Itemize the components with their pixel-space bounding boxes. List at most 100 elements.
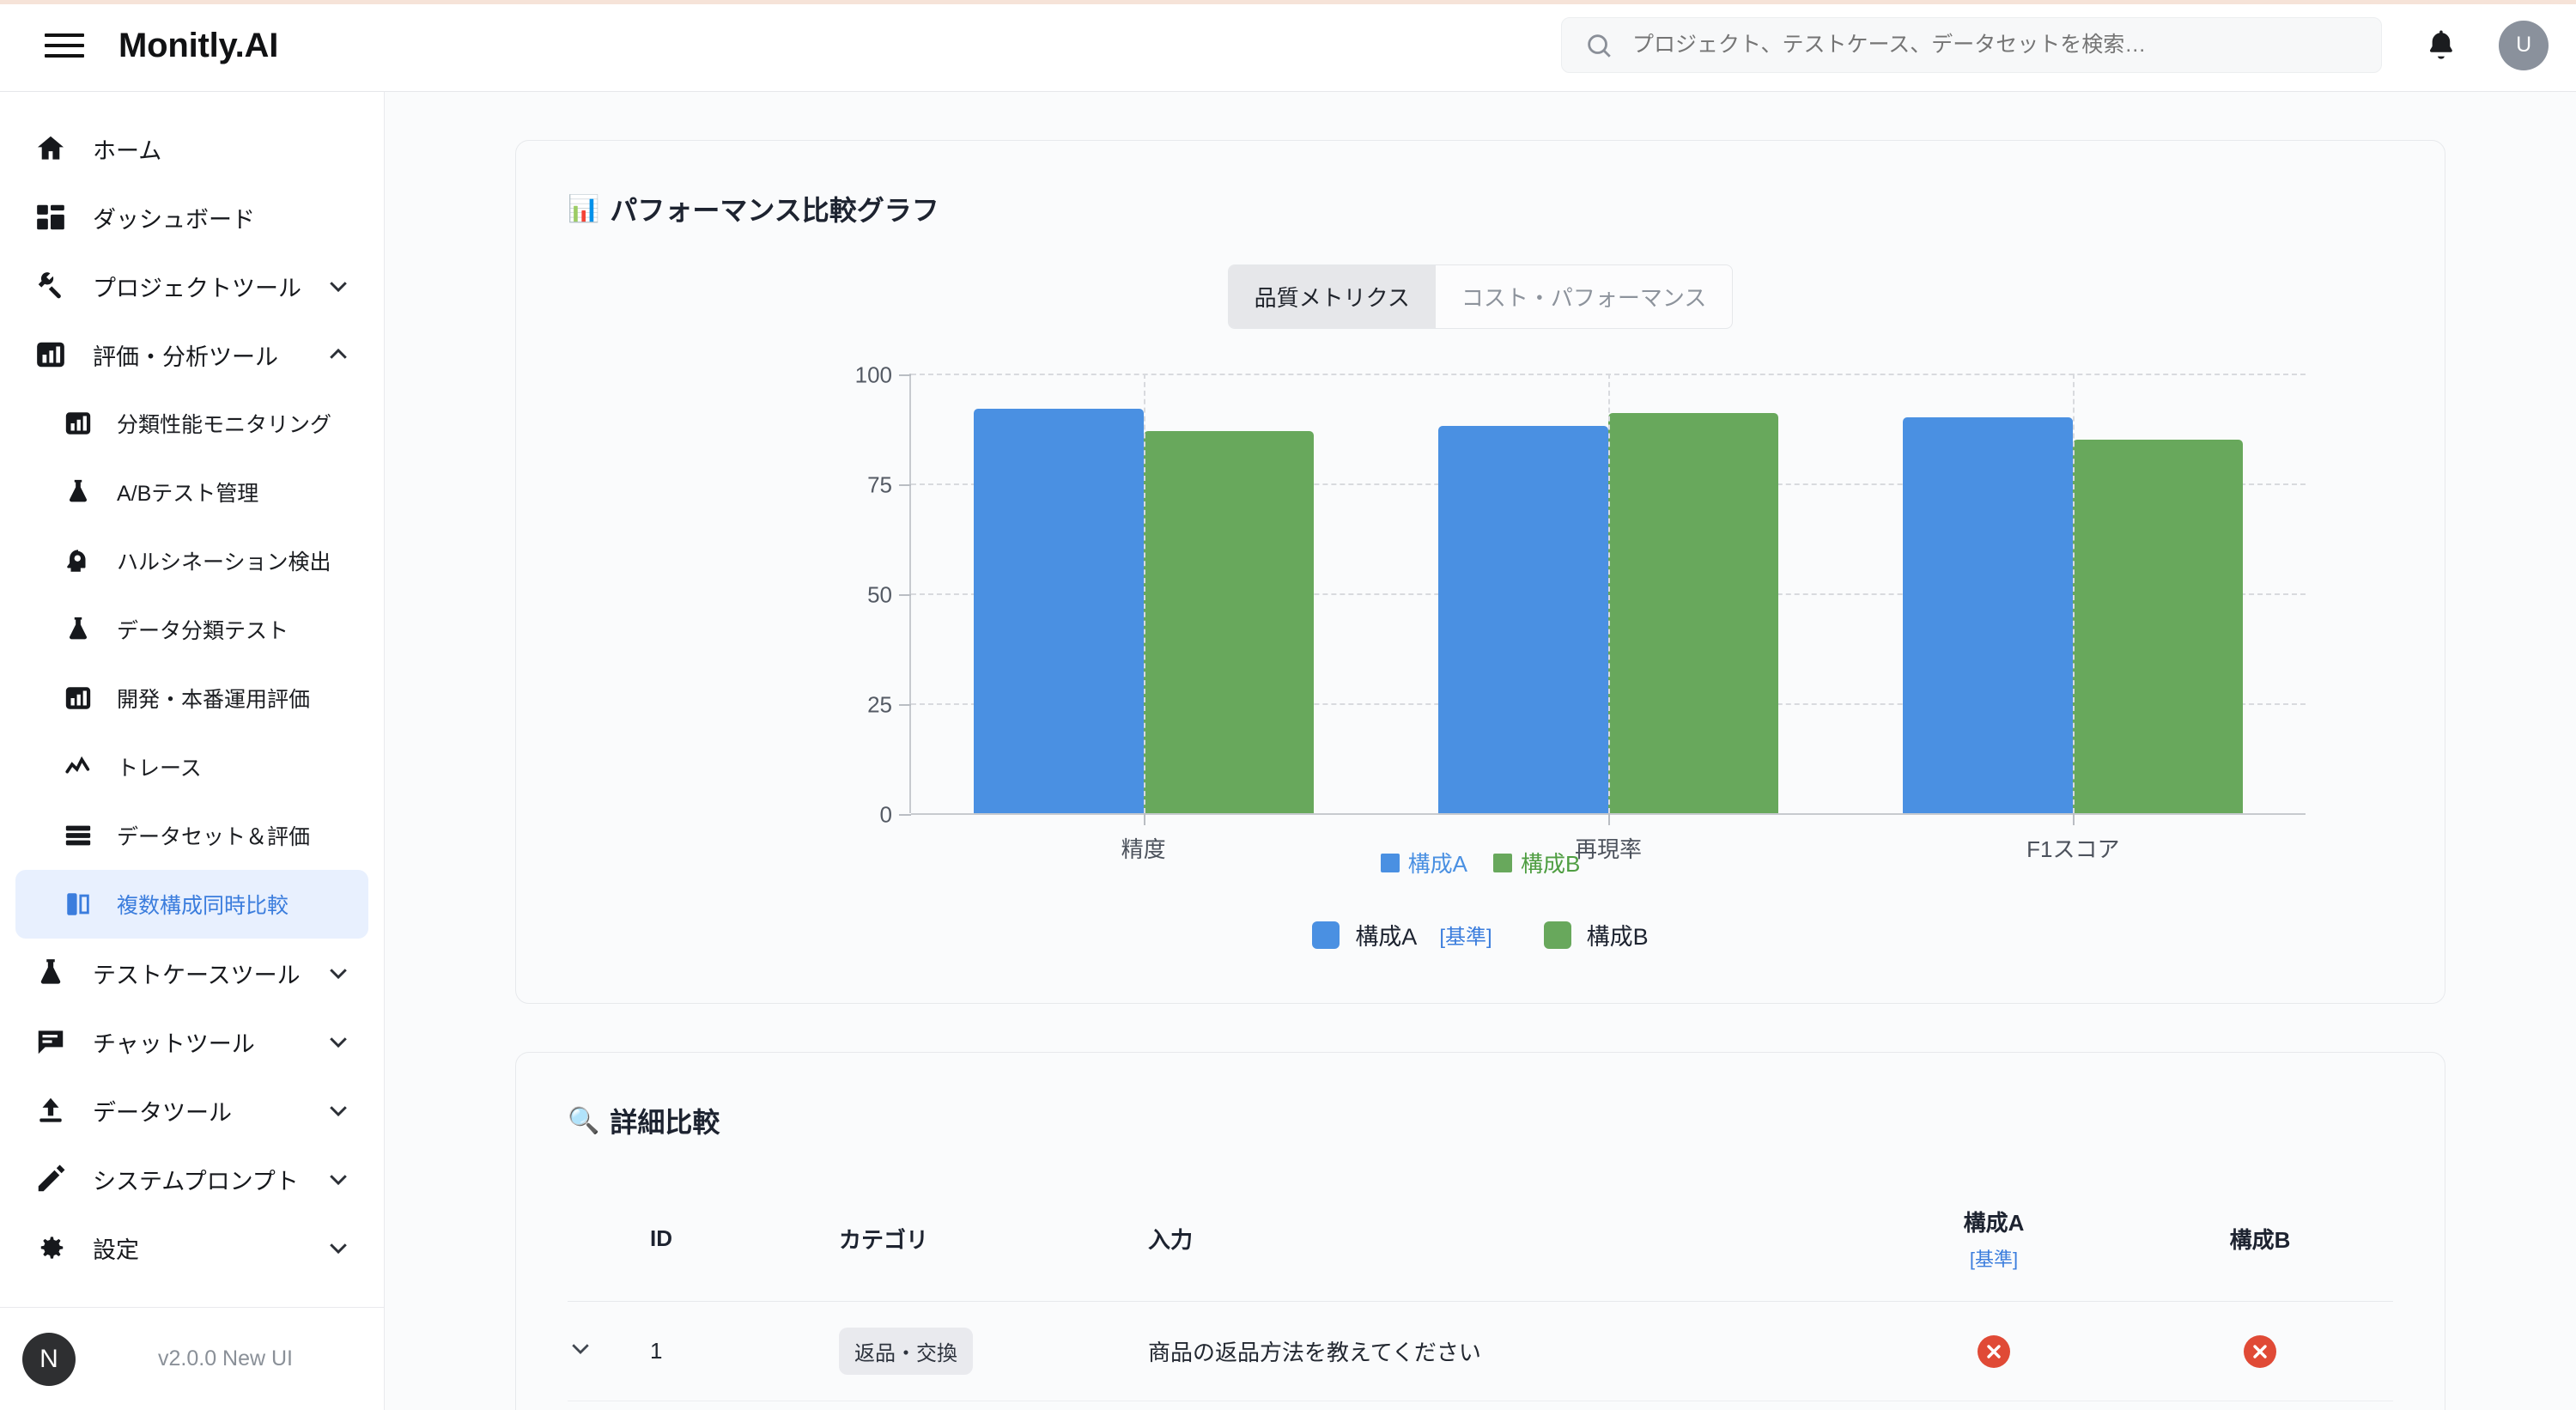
sidebar-subitem-hallucination-detection[interactable]: ハルシネーション検出 [15, 526, 368, 595]
sidebar-item-home[interactable]: ホーム [0, 114, 384, 183]
column-header-config-a-note: [基準] [1969, 1249, 2019, 1270]
column-header-config-b: 構成B [2127, 1176, 2393, 1302]
table-card-title: 🔍 詳細比較 [516, 1053, 2445, 1140]
group-separator [2073, 374, 2075, 813]
chevron-down-icon[interactable] [325, 1029, 351, 1054]
y-tick-label-0: 0 [879, 801, 892, 828]
bell-icon[interactable] [2423, 27, 2459, 64]
x-tick-label: 再現率 [1574, 836, 1642, 862]
sidebar-item-label: 設定 [93, 1237, 139, 1263]
y-tickmark [899, 484, 911, 486]
legend-item-config-b: 構成B [1543, 918, 1649, 951]
legend-swatch-icon [1312, 921, 1340, 949]
bar-config-b[interactable] [1607, 413, 1778, 813]
sidebar-item-data-tools[interactable]: データツール [0, 1076, 384, 1145]
sidebar-item-project-tools[interactable]: プロジェクトツール [0, 252, 384, 320]
sidebar-item-dashboard[interactable]: ダッシュボード [0, 183, 384, 252]
close-icon [2253, 1344, 2267, 1358]
table-card-title-text: 詳細比較 [610, 1107, 720, 1138]
bar-config-a[interactable] [1903, 417, 2074, 813]
x-tickmark [1143, 813, 1145, 825]
pencil-icon [34, 1163, 67, 1195]
legend-swatch-icon [1380, 853, 1400, 872]
sidebar-subitem-label: 開発・本番運用評価 [117, 688, 311, 712]
y-tickmark [899, 594, 911, 596]
comparison-table-wrap: ID カテゴリ 入力 構成A [基準] 構成B [568, 1176, 2393, 1410]
group-separator [1143, 374, 1145, 813]
x-tickmark [1607, 813, 1610, 825]
tab-quality-metrics[interactable]: 品質メトリクス [1228, 265, 1436, 328]
chat-icon [34, 1025, 67, 1058]
chart-plot: 100 75 50 25 [855, 362, 2306, 862]
main-content: 📊 パフォーマンス比較グラフ 品質メトリクス コスト・パフォーマンス 100 [385, 92, 2576, 1410]
column-header-input: 入力 [1148, 1176, 1861, 1302]
sidebar-subitem-label: 複数構成同時比較 [117, 894, 289, 918]
inline-legend-item-b[interactable]: 構成B [1493, 847, 1580, 878]
table-row[interactable]: 2 配送 配送にはどのくらい時間がかかりますか？ [568, 1401, 2393, 1410]
sidebar-subitem-data-classification-test[interactable]: データ分類テスト [15, 595, 368, 664]
top-accent-strip [0, 0, 2576, 4]
inline-legend-item-a[interactable]: 構成A [1380, 847, 1467, 878]
search-input[interactable] [1632, 33, 2360, 58]
row-expand-toggle[interactable] [568, 1301, 650, 1401]
search-box[interactable] [1561, 17, 2383, 73]
bar-groups: 精度 再現率 [911, 374, 2306, 862]
sidebar-item-settings[interactable]: 設定 [0, 1213, 384, 1282]
sidebar-subitem-ab-test[interactable]: A/Bテスト管理 [15, 458, 368, 526]
tab-cost-performance[interactable]: コスト・パフォーマンス [1436, 265, 1732, 328]
inline-legend-label: 構成A [1407, 851, 1467, 877]
performance-chart-card: 📊 パフォーマンス比較グラフ 品質メトリクス コスト・パフォーマンス 100 [515, 140, 2445, 1004]
cell-config-b [2127, 1301, 2393, 1401]
flask-icon [64, 477, 93, 507]
sidebar-subitem-dataset-eval[interactable]: データセット＆評価 [15, 801, 368, 870]
chevron-down-icon[interactable] [325, 1166, 351, 1192]
chevron-down-icon[interactable] [325, 960, 351, 986]
sidebar-subitem-multi-config-compare[interactable]: 複数構成同時比較 [15, 870, 368, 939]
sidebar-item-system-prompt[interactable]: システムプロンプト [0, 1145, 384, 1213]
y-tickmark [899, 704, 911, 706]
cell-id: 1 [650, 1301, 839, 1401]
avatar[interactable]: U [2499, 20, 2549, 70]
y-tick-label-75: 75 [867, 471, 892, 498]
inline-legend-label: 構成B [1521, 851, 1581, 877]
legend-swatch-icon [1543, 921, 1571, 949]
cell-id: 2 [650, 1401, 839, 1410]
bar-chart-icon [64, 684, 93, 713]
flask-icon [64, 615, 93, 644]
sidebar-item-testcase-tools[interactable]: テストケースツール [0, 939, 384, 1007]
chevron-down-icon[interactable] [325, 1097, 351, 1123]
bar-config-a[interactable] [973, 408, 1144, 813]
chevron-down-icon [572, 1344, 589, 1354]
hamburger-icon[interactable] [45, 30, 84, 61]
column-header-config-a-text: 構成A [1963, 1210, 2025, 1236]
bar-config-b[interactable] [2073, 439, 2244, 813]
list-icon [64, 821, 93, 850]
cell-config-a [1861, 1401, 2127, 1410]
chevron-down-icon[interactable] [325, 273, 351, 299]
bar-config-a[interactable] [1437, 426, 1608, 813]
bar-config-b[interactable] [1143, 430, 1314, 813]
comparison-table: ID カテゴリ 入力 構成A [基準] 構成B [568, 1176, 2393, 1410]
chevron-down-icon[interactable] [325, 1235, 351, 1261]
table-row[interactable]: 1 返品・交換 商品の返品方法を教えてください [568, 1301, 2393, 1401]
cell-config-a [1861, 1301, 2127, 1401]
column-header-id: ID [650, 1176, 839, 1302]
sidebar-subitem-trace[interactable]: トレース [15, 732, 368, 801]
sidebar-subitem-classification-monitoring[interactable]: 分類性能モニタリング [15, 389, 368, 458]
y-tick-label-25: 25 [867, 691, 892, 718]
group-separator [1607, 374, 1610, 813]
sidebar-item-eval-tools[interactable]: 評価・分析ツール [0, 320, 384, 389]
chevron-up-icon[interactable] [325, 342, 351, 368]
row-expand-toggle[interactable] [568, 1401, 650, 1410]
search-area: U [1561, 17, 2549, 73]
sidebar-item-chat-tools[interactable]: チャットツール [0, 1007, 384, 1076]
cell-category: 配送 [839, 1401, 1148, 1410]
upload-icon [34, 1094, 67, 1127]
top-bar: Monitly.AI U [0, 0, 2576, 92]
sidebar-subitem-dev-prod-eval[interactable]: 開発・本番運用評価 [15, 664, 368, 732]
sidebar-item-label: チャットツール [93, 1030, 255, 1057]
sidebar-subitem-label: 分類性能モニタリング [117, 413, 332, 437]
table-head: ID カテゴリ 入力 構成A [基準] 構成B [568, 1176, 2393, 1302]
sidebar: ホーム ダッシュボード [0, 92, 385, 1410]
